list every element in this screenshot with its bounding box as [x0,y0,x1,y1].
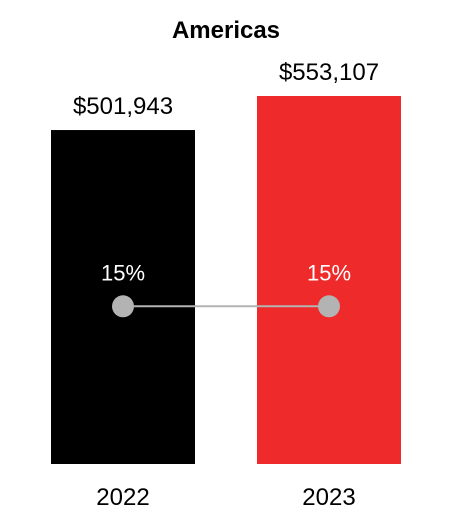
category-label-2023: 2023 [302,484,355,511]
bar-2023 [257,96,401,464]
overlay-label-2023: 15% [307,260,351,285]
value-label-2022: $501,943 [73,93,173,120]
overlay-layer: 15% 15% [101,260,351,318]
chart-title: Americas [172,17,280,44]
labels-layer: $501,943 2022 $553,107 2023 [73,59,379,511]
overlay-label-2022: 15% [101,260,145,285]
category-label-2022: 2022 [96,484,149,511]
bars-layer [51,96,401,464]
overlay-point-2023 [318,295,340,318]
value-label-2023: $553,107 [279,59,379,86]
overlay-point-2022 [112,295,134,318]
